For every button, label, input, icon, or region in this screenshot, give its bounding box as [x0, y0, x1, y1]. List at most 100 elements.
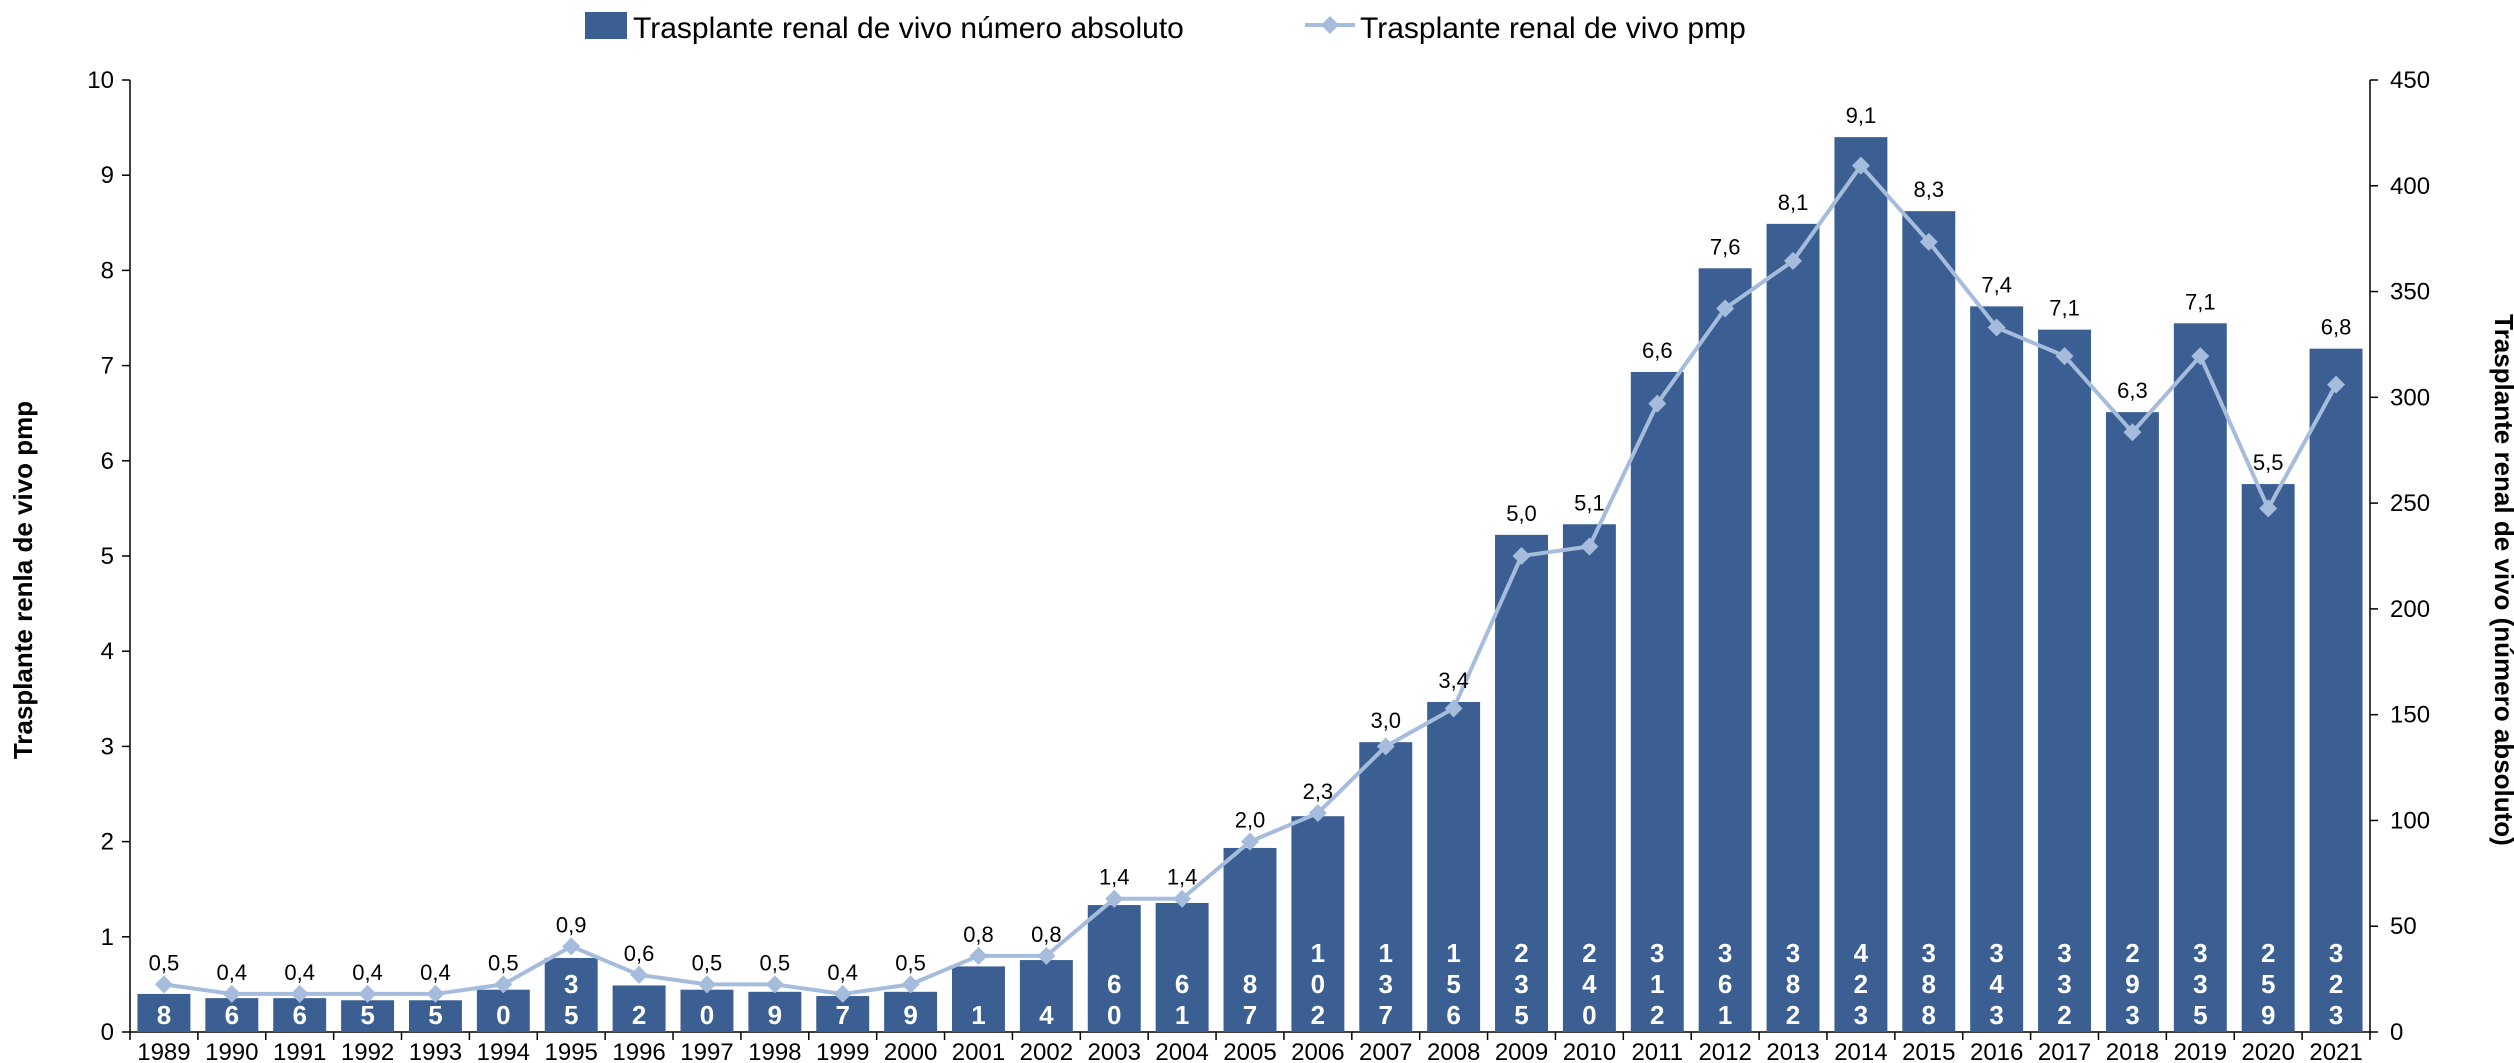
bar-value-digit: 3: [1379, 969, 1393, 999]
bar-value-label: 293: [2125, 938, 2139, 1030]
bar: [1223, 847, 1277, 1032]
bar-value-label: 35: [564, 969, 578, 1030]
y-axis-left-title: Trasplante renla de vivo pmp: [8, 401, 38, 759]
pmp-point: [1308, 804, 1327, 823]
pmp-value-label: 1,4: [1099, 865, 1130, 890]
bar-value-digit: 6: [1446, 1000, 1460, 1030]
pmp-point: [1241, 832, 1259, 851]
bar-value-label: 259: [2261, 938, 2275, 1030]
bar-value-digit: 3: [2057, 938, 2071, 968]
y-left-tick-label: 7: [101, 353, 114, 380]
bar-value-digit: 2: [1514, 938, 1528, 968]
pmp-value-label: 3,4: [1438, 668, 1469, 693]
bar: [476, 989, 530, 1032]
bar-value-digit: 9: [2125, 969, 2139, 999]
pmp-point: [1376, 737, 1395, 756]
bar-value-label: 343: [1989, 938, 2004, 1030]
x-tick-label: 1998: [748, 1039, 801, 1063]
pmp-value-label: 0,8: [1031, 922, 1062, 947]
x-tick-label: 2010: [1563, 1039, 1616, 1063]
bar-value-digit: 3: [1922, 938, 1936, 968]
bar-value-digit: 4: [1039, 1000, 1054, 1030]
pmp-point: [1105, 889, 1124, 908]
legend-bar-label: Trasplante renal de vivo número absoluto: [633, 12, 1184, 45]
bar-value-label: 137: [1379, 938, 1393, 1030]
x-tick-label: 2002: [1020, 1039, 1073, 1063]
bar: [2038, 329, 2092, 1032]
bar: [544, 957, 598, 1032]
pmp-value-label: 5,0: [1506, 501, 1537, 526]
pmp-value-label: 0,4: [827, 960, 858, 985]
bar-value-digit: 6: [1718, 969, 1732, 999]
x-tick-label: 2009: [1495, 1039, 1548, 1063]
pmp-point: [1037, 946, 1056, 965]
pmp-value-label: 5,5: [2253, 450, 2284, 475]
bar-value-digit: 1: [1175, 1000, 1189, 1030]
pmp-value-label: 0,5: [895, 950, 926, 975]
bar-value-digit: 6: [1175, 969, 1189, 999]
bar-value-label: 0: [700, 1000, 714, 1030]
x-tick-label: 2004: [1155, 1039, 1208, 1063]
bar: [1902, 211, 1956, 1033]
y-right-tick-label: 0: [2390, 1019, 2403, 1046]
pmp-point: [494, 975, 513, 994]
y-axis-right-title: Trasplante renal de vivo (número absolut…: [2489, 314, 2514, 846]
pmp-value-label: 0,5: [488, 950, 519, 975]
pmp-point: [1648, 394, 1667, 413]
pmp-point: [630, 965, 649, 984]
y-right-tick-label: 250: [2390, 490, 2430, 517]
x-tick-label: 1995: [545, 1039, 598, 1063]
y-left-tick-label: 3: [101, 733, 114, 760]
pmp-point: [2191, 347, 2210, 366]
bar: [1155, 902, 1209, 1032]
x-tick-label: 2017: [2038, 1039, 2091, 1063]
x-tick-label: 2012: [1698, 1039, 1751, 1063]
pmp-point: [154, 975, 173, 994]
pmp-value-label: 6,8: [2321, 315, 2352, 340]
bar-value-digit: 1: [1718, 1000, 1732, 1030]
y-left-tick-label: 2: [101, 829, 114, 856]
bar-value-label: 6: [292, 1000, 306, 1030]
pmp-point: [1851, 156, 1870, 175]
pmp-point: [901, 975, 920, 994]
bar-value-digit: 3: [1514, 969, 1528, 999]
bar-value-digit: 8: [1786, 969, 1800, 999]
pmp-point: [562, 937, 581, 956]
pmp-value-label: 8,1: [1778, 190, 1809, 215]
x-tick-label: 2006: [1291, 1039, 1344, 1063]
bar-value-digit: 2: [1786, 1000, 1800, 1030]
bar-value-digit: 2: [2057, 1000, 2071, 1030]
bar-value-digit: 7: [1379, 1000, 1393, 1030]
bar-value-digit: 0: [1311, 969, 1325, 999]
bar: [748, 991, 802, 1032]
bar-value-digit: 3: [1718, 938, 1732, 968]
x-tick-label: 1999: [816, 1039, 869, 1063]
bar-value-digit: 8: [1243, 969, 1257, 999]
x-tick-label: 1990: [205, 1039, 258, 1063]
pmp-point: [1784, 251, 1803, 270]
bar-value-digit: 2: [1311, 1000, 1325, 1030]
bar: [952, 966, 1005, 1032]
pmp-point: [290, 984, 309, 1003]
bar-value-label: 8: [157, 1000, 171, 1030]
bar-value-label: 335: [2193, 938, 2207, 1030]
pmp-value-label: 0,4: [284, 960, 315, 985]
bar-value-digit: 1: [1650, 969, 1664, 999]
bar: [2241, 484, 2295, 1032]
bar-value-digit: 2: [2261, 938, 2275, 968]
bar-value-label: 5: [360, 1000, 374, 1030]
bar: [1970, 306, 2024, 1032]
bar-value-digit: 2: [2125, 938, 2139, 968]
y-right-tick-label: 100: [2390, 807, 2430, 834]
bar-value-digit: 5: [360, 1000, 374, 1030]
bar-value-digit: 5: [1446, 969, 1460, 999]
bar-value-label: 4: [1039, 1000, 1054, 1030]
pmp-line: [154, 156, 2346, 1003]
bar: [341, 1000, 395, 1032]
pmp-value-label: 0,4: [420, 960, 451, 985]
pmp-point: [765, 975, 784, 994]
bar-value-digit: 8: [1922, 969, 1936, 999]
y-right-tick-label: 200: [2390, 596, 2430, 623]
bar: [205, 998, 259, 1032]
